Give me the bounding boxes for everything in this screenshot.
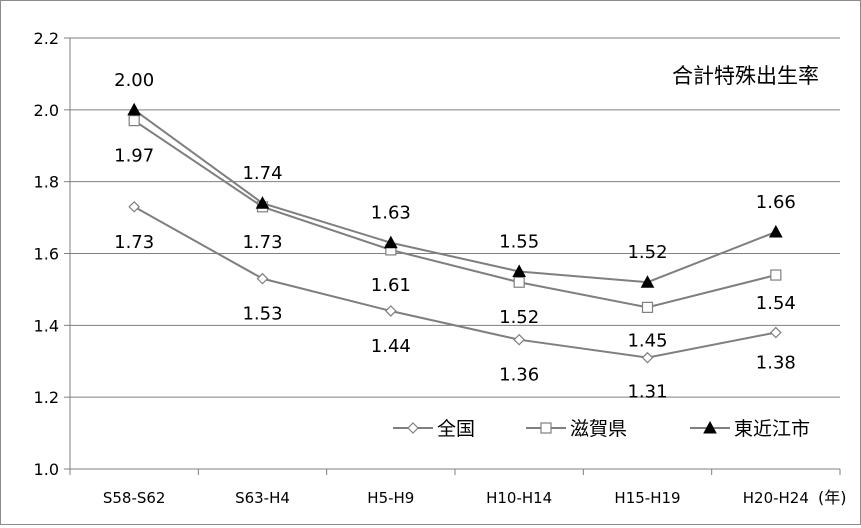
legend-item: 全国 [393,418,475,440]
x-axis-unit-label: (年) [818,488,847,507]
y-tick-label: 1.6 [34,245,59,264]
legend-marker [407,422,419,434]
y-tick-label: 1.8 [34,173,59,192]
legend-label: 滋賀県 [570,418,627,440]
y-tick-label: 1.4 [34,316,59,335]
x-tick-label: H20-H24 [743,489,809,507]
legend-label: 東近江市 [734,418,810,440]
data-label: 1.31 [627,382,667,403]
data-label: 1.74 [242,163,282,184]
data-point [512,264,527,277]
data-label: 1.45 [627,330,667,351]
data-label: 1.52 [627,242,667,263]
x-tick-label: H15-H19 [614,489,680,507]
y-tick-label: 2.0 [34,101,59,120]
x-tick-label: H5-H9 [367,489,414,507]
data-label: 1.52 [499,307,539,328]
data-point [383,235,398,249]
data-label: 1.53 [242,304,282,325]
y-tick-label: 2.2 [34,29,59,48]
chart-title: 合計特殊出生率 [672,64,819,88]
x-tick-label: H10-H14 [486,489,552,507]
series-line [133,205,777,359]
data-point [127,102,142,116]
series-diamond [128,200,782,364]
data-label: 1.54 [756,293,796,314]
data-point [128,115,140,127]
legend-marker [540,422,552,434]
gridlines [70,37,840,398]
data-point [769,326,782,339]
data-label: 1.73 [114,232,154,253]
data-labels: 1.73 1.53 1.44 1.36 1.31 1.38 1.97 1.73 1.61 1.52… [114,70,796,403]
legend-marker [703,420,717,434]
data-label: 2.00 [114,70,154,91]
data-label: 1.97 [114,146,154,167]
data-point [128,200,141,213]
y-tick-label: 1.2 [34,388,59,407]
data-label: 1.73 [242,232,282,253]
data-point [513,333,526,346]
data-label: 1.63 [371,203,411,224]
data-point [641,301,654,313]
data-label: 1.36 [499,365,539,386]
data-point [255,196,270,209]
data-point [640,275,655,288]
series-line [133,119,777,309]
data-point [768,224,783,238]
series-triangle [127,102,783,288]
data-point [513,276,525,288]
data-point [770,269,782,281]
data-point [384,305,397,317]
axes: 1.0 1.2 1.4 1.6 1.8 2.0 2.2 S58-S62 S63-H4 H5-H9 H… [34,29,841,507]
series-line [133,109,777,284]
data-label: 1.38 [756,353,796,374]
y-tick-label: 1.0 [34,460,59,479]
legend: 全国 滋賀県 東近江市 [393,418,810,440]
x-tick-label: S58-S62 [103,489,166,507]
series-square [128,115,782,313]
legend-item: 滋賀県 [526,418,627,440]
data-label: 1.55 [499,231,539,252]
data-point [256,272,269,285]
data-label: 1.66 [756,192,796,213]
legend-item: 東近江市 [690,418,810,440]
series [127,102,783,364]
x-tick-label: S63-H4 [235,489,290,507]
data-point [641,351,654,364]
data-label: 1.61 [371,275,411,296]
legend-label: 全国 [437,418,475,440]
data-label: 1.44 [371,336,411,357]
